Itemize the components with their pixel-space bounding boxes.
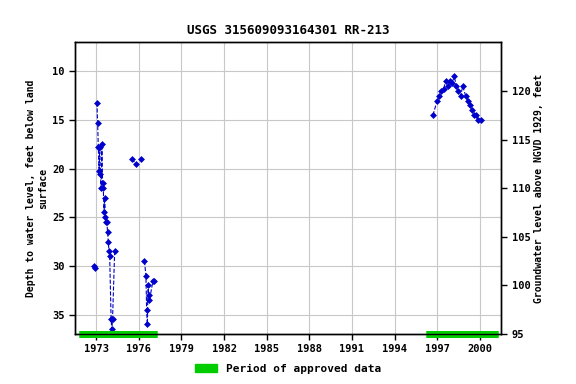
Y-axis label: Depth to water level, feet below land
surface: Depth to water level, feet below land su… (26, 79, 48, 297)
Title: USGS 315609093164301 RR-213: USGS 315609093164301 RR-213 (187, 24, 389, 37)
Legend: Period of approved data: Period of approved data (191, 359, 385, 379)
Y-axis label: Groundwater level above NGVD 1929, feet: Groundwater level above NGVD 1929, feet (535, 74, 544, 303)
